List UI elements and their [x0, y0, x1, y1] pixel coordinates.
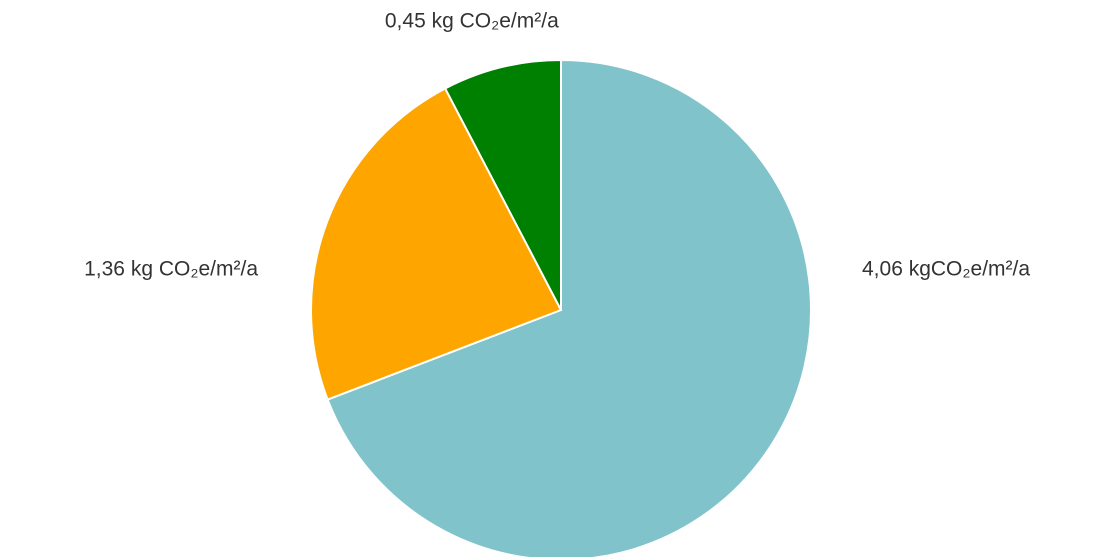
- pie-slice: [310, 87, 563, 401]
- pie-slice: [326, 58, 812, 557]
- pie-slice: [443, 58, 562, 311]
- data-label: 1,36 kg CO₂e/m²/a: [84, 258, 258, 281]
- data-label: 0,45 kg CO₂e/m²/a: [385, 10, 559, 33]
- data-label: 4,06 kgCO₂e/m²/a: [862, 258, 1030, 281]
